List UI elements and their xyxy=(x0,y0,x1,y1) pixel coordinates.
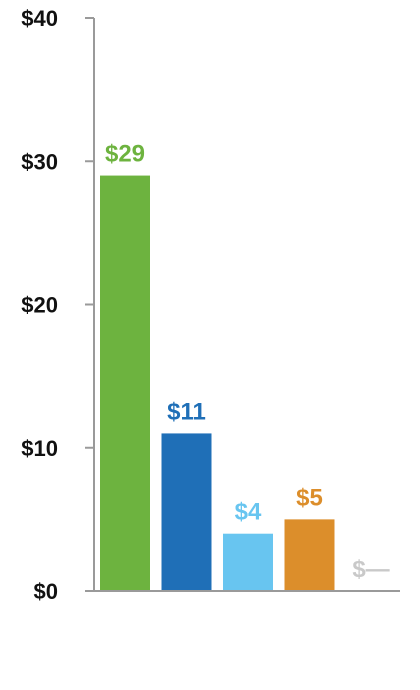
bar xyxy=(223,533,273,591)
bar-value-label: $5 xyxy=(296,484,323,511)
y-tick-label: $0 xyxy=(34,579,58,604)
bar xyxy=(100,175,150,591)
y-tick-label: $10 xyxy=(21,436,58,461)
y-tick-label: $20 xyxy=(21,293,58,318)
bar-value-label: $11 xyxy=(167,398,206,425)
y-axis: $0 $10 $20 $30 $40 xyxy=(21,6,95,604)
bar xyxy=(284,519,335,591)
bars xyxy=(100,175,335,591)
data-labels: $29 $11 $4 $5 $— xyxy=(105,141,390,583)
bar xyxy=(161,433,212,591)
bar-value-label: $4 xyxy=(235,499,262,526)
bar-value-label: $— xyxy=(352,556,389,583)
y-tick-label: $40 xyxy=(21,6,58,31)
y-tick-label: $30 xyxy=(21,149,58,174)
bar-value-label: $29 xyxy=(105,141,145,168)
